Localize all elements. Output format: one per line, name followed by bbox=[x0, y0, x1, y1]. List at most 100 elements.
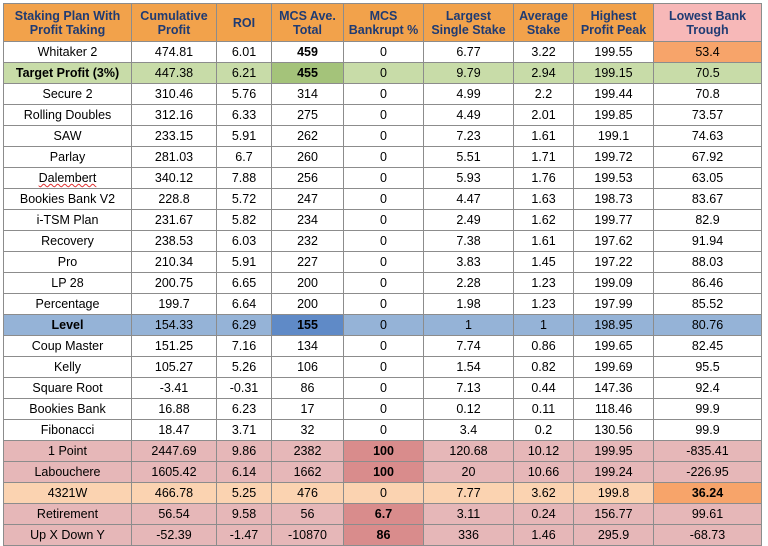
cell-mcs-ave-total: 262 bbox=[271, 125, 344, 147]
cell-average-stake: 3.62 bbox=[513, 482, 574, 504]
cell-cumulative-profit: 312.16 bbox=[131, 104, 217, 126]
cell-plan: LP 28 bbox=[3, 272, 132, 294]
cell-roi: 6.01 bbox=[216, 41, 272, 63]
cell-mcs-ave-total: 260 bbox=[271, 146, 344, 168]
cell-lowest-trough: 74.63 bbox=[653, 125, 762, 147]
cell-cumulative-profit: 18.47 bbox=[131, 419, 217, 441]
cell-largest-stake: 6.77 bbox=[423, 41, 514, 63]
cell-average-stake: 1.62 bbox=[513, 209, 574, 231]
cell-mcs-bankrupt: 0 bbox=[343, 83, 424, 105]
cell-highest-peak: 199.85 bbox=[573, 104, 654, 126]
cell-average-stake: 1.76 bbox=[513, 167, 574, 189]
cell-average-stake: 1.71 bbox=[513, 146, 574, 168]
cell-mcs-ave-total: -10870 bbox=[271, 524, 344, 546]
cell-average-stake: 1.63 bbox=[513, 188, 574, 210]
cell-cumulative-profit: 16.88 bbox=[131, 398, 217, 420]
col-header-mcs-ave-total: MCS Ave. Total bbox=[271, 3, 344, 42]
cell-roi: 5.91 bbox=[216, 251, 272, 273]
col-header-largest-stake: Largest Single Stake bbox=[423, 3, 514, 42]
cell-plan: Secure 2 bbox=[3, 83, 132, 105]
table-row: Rolling Doubles 312.16 6.33 275 0 4.49 2.01 199… bbox=[3, 104, 762, 126]
table-row: Labouchere 1605.42 6.14 1662 100 20 10.66 199.2… bbox=[3, 461, 762, 483]
cell-highest-peak: 199.69 bbox=[573, 356, 654, 378]
cell-lowest-trough: 83.67 bbox=[653, 188, 762, 210]
cell-cumulative-profit: 210.34 bbox=[131, 251, 217, 273]
cell-roi: 6.64 bbox=[216, 293, 272, 315]
cell-plan: Up X Down Y bbox=[3, 524, 132, 546]
cell-plan: Labouchere bbox=[3, 461, 132, 483]
cell-highest-peak: 198.73 bbox=[573, 188, 654, 210]
cell-lowest-trough: 63.05 bbox=[653, 167, 762, 189]
table-row: 4321W 466.78 5.25 476 0 7.77 3.62 199.8 36.24 bbox=[3, 482, 762, 504]
cell-highest-peak: 197.22 bbox=[573, 251, 654, 273]
col-header-mcs-bankrupt: MCS Bankrupt % bbox=[343, 3, 424, 42]
cell-cumulative-profit: 340.12 bbox=[131, 167, 217, 189]
spellcheck-underline: Dalembert bbox=[38, 171, 97, 185]
cell-plan: Whitaker 2 bbox=[3, 41, 132, 63]
cell-largest-stake: 2.49 bbox=[423, 209, 514, 231]
cell-plan: Percentage bbox=[3, 293, 132, 315]
cell-plan: Dalembert bbox=[3, 167, 132, 189]
cell-mcs-ave-total: 86 bbox=[271, 377, 344, 399]
cell-average-stake: 1.46 bbox=[513, 524, 574, 546]
cell-lowest-trough: 67.92 bbox=[653, 146, 762, 168]
cell-roi: 7.16 bbox=[216, 335, 272, 357]
cell-average-stake: 0.44 bbox=[513, 377, 574, 399]
col-header-cumulative-profit: Cumulative Profit bbox=[131, 3, 217, 42]
cell-largest-stake: 7.23 bbox=[423, 125, 514, 147]
cell-cumulative-profit: 447.38 bbox=[131, 62, 217, 84]
cell-lowest-trough: 82.9 bbox=[653, 209, 762, 231]
cell-highest-peak: 199.95 bbox=[573, 440, 654, 462]
cell-lowest-trough: 88.03 bbox=[653, 251, 762, 273]
col-header-roi: ROI bbox=[216, 3, 272, 42]
cell-mcs-bankrupt: 0 bbox=[343, 251, 424, 273]
cell-cumulative-profit: 1605.42 bbox=[131, 461, 217, 483]
cell-largest-stake: 120.68 bbox=[423, 440, 514, 462]
cell-largest-stake: 3.83 bbox=[423, 251, 514, 273]
cell-mcs-bankrupt: 100 bbox=[343, 461, 424, 483]
table-row: Bookies Bank V2 228.8 5.72 247 0 4.47 1.63 198.… bbox=[3, 188, 762, 210]
cell-average-stake: 10.12 bbox=[513, 440, 574, 462]
cell-highest-peak: 199.55 bbox=[573, 41, 654, 63]
cell-plan: Coup Master bbox=[3, 335, 132, 357]
cell-lowest-trough: 70.8 bbox=[653, 83, 762, 105]
cell-average-stake: 3.22 bbox=[513, 41, 574, 63]
staking-plan-table: Staking Plan With Profit Taking Cumulati… bbox=[3, 3, 762, 546]
cell-average-stake: 2.2 bbox=[513, 83, 574, 105]
table-row: Dalembert 340.12 7.88 256 0 5.93 1.76 199.53 63.… bbox=[3, 167, 762, 189]
cell-mcs-bankrupt: 0 bbox=[343, 167, 424, 189]
cell-lowest-trough: -835.41 bbox=[653, 440, 762, 462]
table-row: Target Profit (3%) 447.38 6.21 455 0 9.79 2.94… bbox=[3, 62, 762, 84]
cell-average-stake: 1 bbox=[513, 314, 574, 336]
cell-largest-stake: 7.77 bbox=[423, 482, 514, 504]
cell-mcs-bankrupt: 0 bbox=[343, 377, 424, 399]
cell-roi: 3.71 bbox=[216, 419, 272, 441]
cell-mcs-bankrupt: 0 bbox=[343, 398, 424, 420]
cell-mcs-bankrupt: 0 bbox=[343, 293, 424, 315]
col-header-lowest-trough: Lowest Bank Trough bbox=[653, 3, 762, 42]
cell-average-stake: 0.2 bbox=[513, 419, 574, 441]
cell-lowest-trough: 80.76 bbox=[653, 314, 762, 336]
cell-mcs-bankrupt: 0 bbox=[343, 335, 424, 357]
cell-largest-stake: 5.51 bbox=[423, 146, 514, 168]
cell-mcs-bankrupt: 0 bbox=[343, 356, 424, 378]
cell-average-stake: 0.86 bbox=[513, 335, 574, 357]
cell-plan: i-TSM Plan bbox=[3, 209, 132, 231]
cell-highest-peak: 197.99 bbox=[573, 293, 654, 315]
cell-roi: 5.76 bbox=[216, 83, 272, 105]
cell-largest-stake: 7.38 bbox=[423, 230, 514, 252]
cell-largest-stake: 4.49 bbox=[423, 104, 514, 126]
cell-cumulative-profit: 310.46 bbox=[131, 83, 217, 105]
table-row: Parlay 281.03 6.7 260 0 5.51 1.71 199.72 67.92 bbox=[3, 146, 762, 168]
cell-mcs-bankrupt: 0 bbox=[343, 146, 424, 168]
cell-highest-peak: 197.62 bbox=[573, 230, 654, 252]
cell-mcs-bankrupt: 0 bbox=[343, 188, 424, 210]
cell-plan: Pro bbox=[3, 251, 132, 273]
cell-plan: Bookies Bank bbox=[3, 398, 132, 420]
col-header-highest-peak: Highest Profit Peak bbox=[573, 3, 654, 42]
cell-mcs-ave-total: 2382 bbox=[271, 440, 344, 462]
cell-mcs-ave-total: 455 bbox=[271, 62, 344, 84]
table-row: Up X Down Y -52.39 -1.47 -10870 86 336 1.46 295… bbox=[3, 524, 762, 546]
cell-roi: 6.7 bbox=[216, 146, 272, 168]
cell-largest-stake: 0.12 bbox=[423, 398, 514, 420]
